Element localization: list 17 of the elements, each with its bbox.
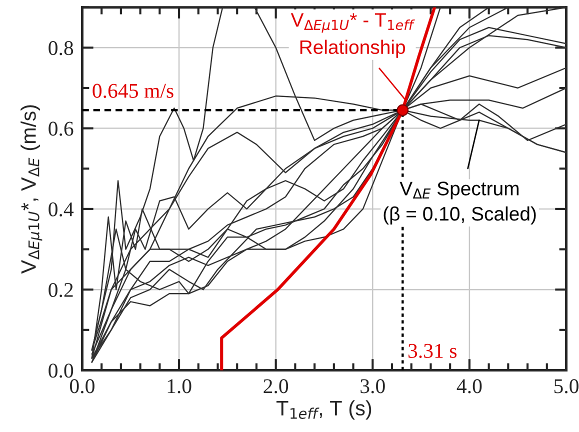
x-tick-label: 1.0 — [168, 379, 192, 394]
x-tick-label: 2.0 — [264, 379, 288, 394]
y-tick-label: 0.4 — [48, 202, 74, 216]
x-tick-label: 5.0 — [554, 379, 578, 394]
x-axis-title: T$_{1eff}$, T (s) — [276, 400, 372, 420]
annotation: V$_{ΔEμ1U}$* - T$_{1eff}$ Relationship — [290, 13, 415, 58]
x-tick-label: 4.0 — [456, 379, 482, 394]
x-tick-label: 0.0 — [70, 379, 94, 394]
x-tick-label: 3.0 — [360, 379, 385, 394]
ref-line-label: 3.31 s — [408, 344, 457, 358]
annotation: V$_{ΔE}$ Spectrum (β = 0.10, Scaled) — [384, 182, 536, 225]
y-tick-label: 0.0 — [48, 364, 74, 378]
y-tick-label: 0.6 — [48, 122, 74, 136]
y-tick-label: 0.2 — [48, 282, 73, 298]
y-axis-title: V$_{ΔEμ1U}$*, V$_{ΔE}$ (m/s) — [20, 105, 42, 274]
ref-line-label: 0.645 m/s — [92, 84, 174, 98]
y-tick-label: 0.8 — [48, 41, 74, 56]
